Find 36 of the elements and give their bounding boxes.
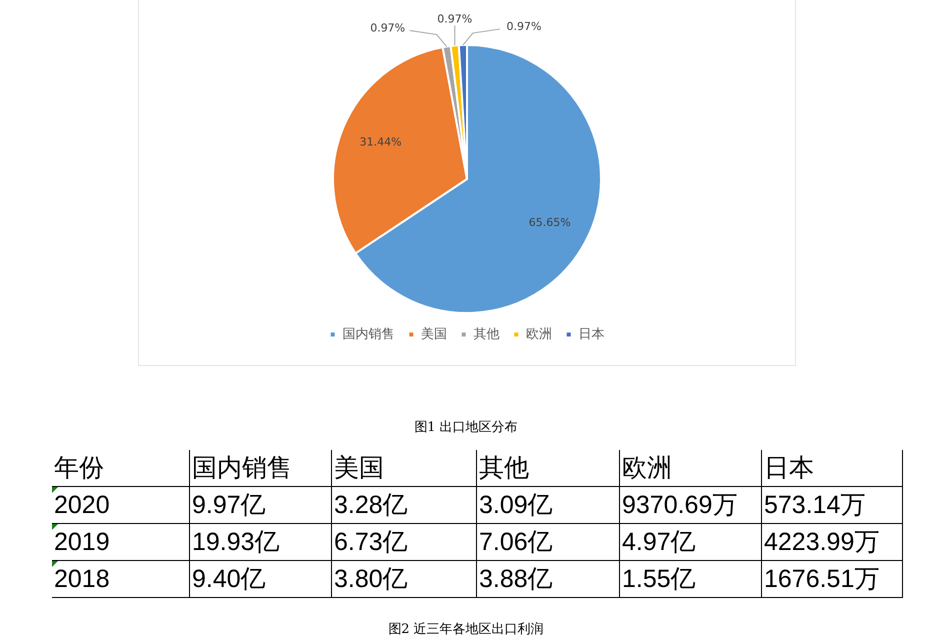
- legend-label: 国内销售: [342, 326, 394, 342]
- text: 3.09亿: [479, 491, 553, 519]
- data-label: 0.97%: [437, 12, 472, 26]
- text: 3.28亿: [334, 491, 408, 519]
- text: 9370.69万: [622, 491, 738, 519]
- text: 1.55亿: [622, 565, 696, 593]
- x-tick-label: 其他: [476, 450, 620, 486]
- text: 7.06亿: [479, 528, 553, 556]
- y-tick-label: 2019: [52, 524, 190, 560]
- text: 4223.99万: [764, 528, 880, 556]
- legend-label: 美国: [420, 326, 447, 342]
- x-tick-label: 日本: [762, 450, 902, 486]
- text: 3.88亿: [479, 565, 553, 593]
- text: 1676.51万: [764, 565, 880, 593]
- x-tick-label: 欧洲: [620, 450, 762, 486]
- text: 19.93亿: [192, 528, 280, 556]
- y-axis-title: 年份: [52, 450, 190, 486]
- data-label: 0.97%: [370, 21, 406, 34]
- text: 6.73亿: [334, 528, 408, 556]
- data-label: 0.97%: [506, 20, 542, 33]
- x-tick-label: 国内销售: [190, 450, 332, 486]
- y-tick-label: 2018: [52, 560, 190, 598]
- text: 3.80亿: [334, 565, 408, 593]
- caption: 图1 出口地区分布: [413, 419, 519, 436]
- y-tick-label: 2020: [52, 486, 190, 524]
- legend-label: 其他: [473, 326, 500, 342]
- legend-label: 欧洲: [526, 326, 552, 342]
- caption: 图2 近三年各地区出口利润: [387, 621, 545, 638]
- text: 9.97亿: [192, 491, 266, 519]
- text: 4.97亿: [622, 528, 696, 556]
- data-label: 65.65%: [528, 216, 571, 230]
- legend-label: 日本: [578, 326, 604, 342]
- x-tick-label: 美国: [332, 450, 476, 486]
- text: 573.14万: [764, 491, 866, 519]
- text: 9.40亿: [192, 565, 266, 593]
- data-label: 31.44%: [360, 135, 402, 148]
